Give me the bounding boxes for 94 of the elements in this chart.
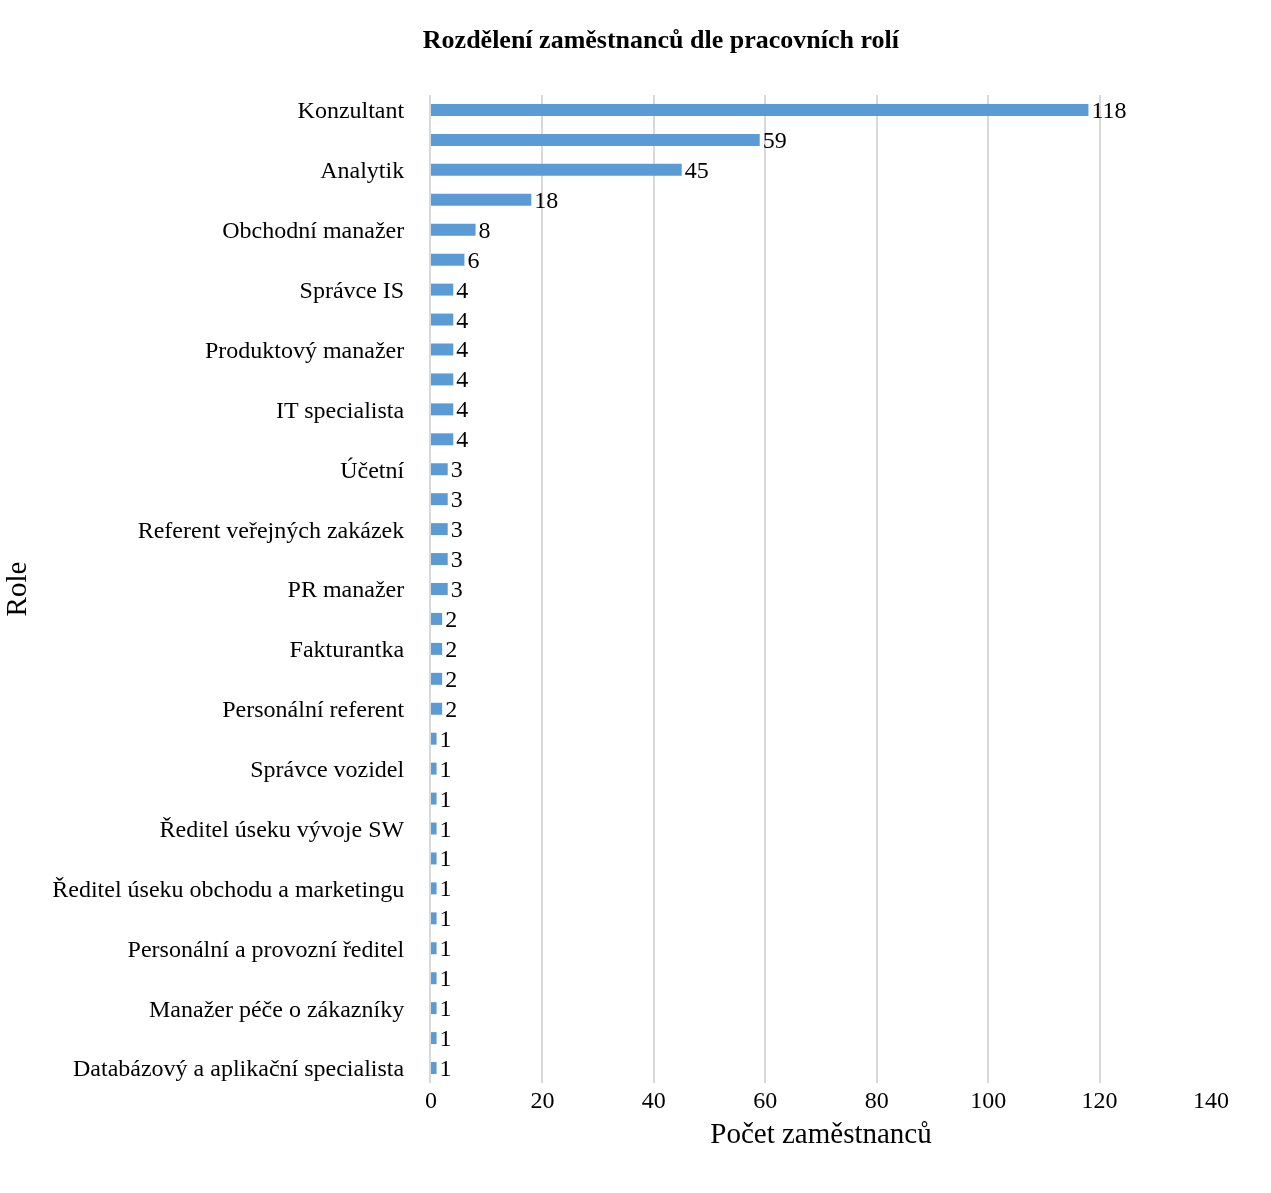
y-tick-label: Správce IS — [299, 277, 405, 304]
data-label: 3 — [450, 486, 463, 513]
data-label: 1 — [439, 905, 452, 932]
data-label: 18 — [534, 186, 559, 213]
bar — [431, 403, 454, 416]
data-label: 59 — [762, 126, 787, 153]
bar — [431, 672, 443, 685]
bar — [431, 702, 443, 715]
bar — [431, 942, 437, 955]
x-tick-label: 60 — [753, 1087, 778, 1113]
data-label: 1 — [439, 1025, 452, 1052]
data-label: 1 — [439, 965, 452, 992]
y-tick-label: Správce vozidel — [250, 756, 405, 783]
y-tick-label: Analytik — [320, 157, 405, 184]
bar — [431, 373, 454, 386]
bar — [431, 163, 682, 176]
bar — [431, 792, 437, 805]
data-label: 3 — [450, 456, 463, 483]
x-axis-title: Počet zaměstnanců — [710, 1116, 932, 1149]
bar — [431, 553, 448, 566]
bar — [431, 253, 465, 266]
y-tick-label: Konzultant — [297, 97, 405, 124]
data-label: 4 — [456, 426, 469, 453]
bar — [431, 1062, 437, 1075]
bar — [431, 223, 476, 236]
data-label: 3 — [450, 546, 463, 573]
bar — [431, 463, 448, 476]
x-tick-label: 80 — [864, 1087, 889, 1113]
bar — [431, 642, 443, 655]
data-label: 4 — [456, 396, 469, 423]
x-tick-label: 100 — [970, 1087, 1007, 1113]
data-label: 4 — [456, 336, 469, 363]
bar — [431, 523, 448, 536]
data-label: 8 — [478, 216, 491, 243]
bar — [431, 1002, 437, 1015]
data-label: 4 — [456, 366, 469, 393]
data-label: 1 — [439, 725, 452, 752]
data-label: 2 — [445, 635, 458, 662]
bar — [431, 732, 437, 745]
bar — [431, 103, 1089, 116]
x-tick-label: 120 — [1081, 1087, 1118, 1113]
data-label: 2 — [445, 605, 458, 632]
data-label: 6 — [467, 246, 480, 273]
data-label: 2 — [445, 665, 458, 692]
y-tick-label: Personální a provozní ředitel — [127, 935, 405, 962]
y-tick-label: Personální referent — [222, 696, 405, 723]
data-label: 3 — [450, 516, 463, 543]
y-tick-label: Účetní — [340, 456, 405, 483]
data-label: 1 — [439, 845, 452, 872]
x-tick-label: 0 — [425, 1087, 437, 1113]
bar — [431, 612, 443, 625]
bar — [431, 343, 454, 356]
bar — [431, 583, 448, 595]
data-label: 1 — [439, 995, 452, 1022]
bar — [431, 912, 437, 925]
bar — [431, 762, 437, 775]
y-tick-label: Referent veřejných zakázek — [137, 516, 405, 543]
bar — [431, 822, 437, 835]
bar — [431, 193, 532, 206]
data-label: 4 — [456, 306, 469, 333]
y-tick-label: Fakturantka — [289, 636, 405, 663]
y-tick-label: Produktový manažer — [204, 336, 405, 363]
bar — [431, 433, 454, 446]
x-tick-label: 20 — [530, 1087, 555, 1113]
y-tick-label: Databázový a aplikační specialista — [73, 1055, 405, 1082]
y-tick-label: PR manažer — [287, 576, 405, 603]
x-tick-label: 40 — [641, 1087, 666, 1113]
bar — [431, 313, 454, 326]
data-label: 1 — [439, 785, 452, 812]
bar — [431, 972, 437, 985]
data-label: 118 — [1091, 96, 1127, 123]
x-tick-label: 140 — [1193, 1087, 1229, 1113]
bar — [431, 1032, 437, 1045]
bar — [431, 493, 448, 506]
y-tick-label: Manažer péče o zákazníky — [149, 995, 405, 1022]
bar — [431, 882, 437, 895]
data-label: 1 — [439, 755, 452, 782]
data-label: 1 — [439, 1055, 452, 1082]
chart-title: Rozdělení zaměstnanců dle pracovních rolí — [422, 25, 900, 55]
data-label: 1 — [439, 875, 452, 902]
bar — [431, 283, 454, 296]
bar — [431, 133, 760, 146]
data-label: 45 — [684, 156, 709, 183]
bar — [431, 852, 437, 865]
data-label: 4 — [456, 276, 469, 303]
y-axis-title: Role — [0, 561, 32, 617]
data-label: 2 — [445, 695, 458, 722]
data-label: 1 — [439, 935, 452, 962]
y-tick-label: IT specialista — [276, 396, 405, 423]
y-tick-label: Ředitel úseku obchodu a marketingu — [52, 875, 405, 902]
y-tick-label: Ředitel úseku vývoje SW — [159, 815, 405, 842]
y-tick-label: Obchodní manažer — [222, 217, 405, 244]
data-label: 1 — [439, 815, 452, 842]
data-label: 3 — [450, 576, 463, 602]
